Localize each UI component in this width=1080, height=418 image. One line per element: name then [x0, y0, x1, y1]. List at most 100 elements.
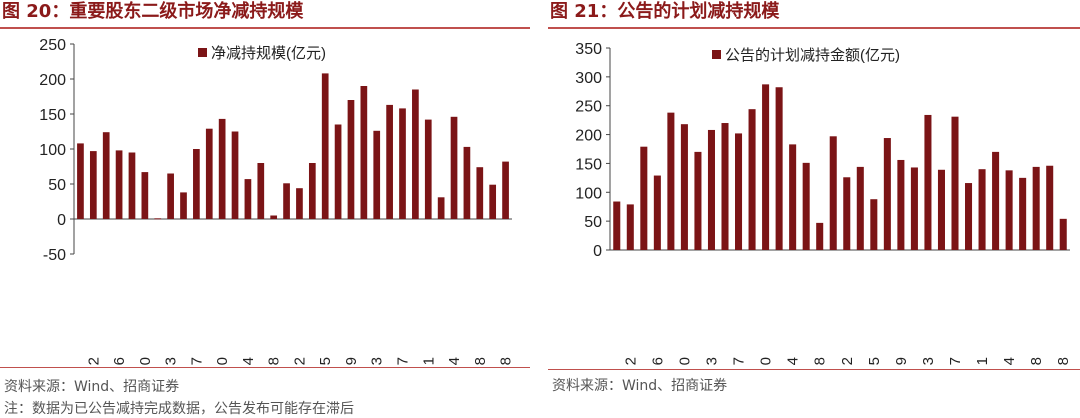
bar — [360, 86, 368, 219]
bar — [1005, 170, 1013, 250]
bar — [437, 197, 445, 219]
bar — [816, 222, 824, 250]
bar — [489, 184, 497, 219]
x-tick-label: 2021-07-02 — [622, 357, 639, 365]
bar — [1019, 177, 1027, 250]
bar — [1046, 165, 1054, 250]
x-tick-label: 2021-07-02 — [85, 357, 102, 365]
y-tick-label: -50 — [43, 247, 66, 264]
x-tick-label: 2021-08-27 — [731, 357, 748, 365]
bar — [115, 150, 123, 219]
x-tick-label: 2021-07-16 — [111, 357, 128, 365]
bar — [789, 144, 797, 250]
bar — [283, 183, 290, 219]
bar — [735, 133, 743, 250]
x-tick-label: 2022-02-18 — [1055, 357, 1072, 365]
bar — [218, 118, 226, 219]
x-tick-label: 2021-07-16 — [649, 357, 666, 365]
source-rule-right — [548, 369, 1080, 370]
legend-swatch — [198, 48, 207, 57]
bar — [992, 151, 1000, 250]
bar — [257, 163, 265, 219]
x-tick-label: 2021-12-31 — [974, 357, 991, 365]
chart-title-left: 图 20：重要股东二级市场净减持规模 — [2, 1, 304, 22]
title-rule-left — [0, 27, 530, 29]
source-right: 资料来源：Wind、招商证券 — [552, 378, 728, 394]
bar — [910, 167, 918, 250]
x-tick-label: 2021-07-30 — [676, 357, 693, 365]
chart-left: -50 0 50 100 150 200 250 2021-07-02 2021-07-16 20… — [39, 37, 515, 365]
x-tick-label: 2021-09-24 — [785, 357, 802, 365]
x-tick-label: 2021-09-10 — [214, 357, 231, 365]
y-tick-label: 300 — [575, 70, 602, 87]
x-tick-label: 2021-11-19 — [893, 357, 910, 365]
bar — [680, 124, 688, 250]
x-tick-label: 2021-08-13 — [163, 357, 180, 365]
x-tick-label: 2021-11-05 — [317, 357, 334, 365]
bar — [748, 109, 756, 250]
x-tick-label: 2021-12-17 — [395, 357, 412, 365]
x-tick-label: 2021-07-30 — [137, 357, 154, 365]
x-tick-label: 2021-10-22 — [291, 357, 308, 365]
bar — [721, 123, 729, 250]
x-tick-label: 2021-12-03 — [369, 357, 386, 365]
bar — [386, 104, 393, 219]
y-tick-label: 50 — [584, 214, 602, 231]
bar — [667, 112, 675, 250]
bar — [412, 89, 419, 219]
y-tick-label: 200 — [575, 128, 602, 145]
y-tick-label: 0 — [593, 243, 602, 260]
bar — [626, 204, 634, 250]
bar — [308, 163, 316, 219]
bar — [937, 169, 945, 250]
legend-label: 公告的计划减持金额(亿元) — [725, 47, 900, 64]
x-tick-label: 2021-10-22 — [839, 357, 856, 365]
bar — [856, 166, 864, 250]
y-tick-label: 0 — [57, 212, 66, 229]
bar — [244, 179, 252, 219]
x-tick-label: 2021-08-13 — [703, 357, 720, 365]
y-tick-label: 200 — [39, 72, 66, 89]
x-tick-label: 2021-09-10 — [758, 357, 775, 365]
x-tick-label: 2021-09-24 — [240, 357, 257, 365]
x-tick-label: 2021-12-17 — [947, 357, 964, 365]
legend-label: 净减持规模(亿元) — [211, 45, 326, 62]
bar — [180, 192, 187, 219]
x-tick-label: 2022-01-14 — [446, 357, 463, 365]
footnote: 注：数据为已公告减持完成数据，公告发布可能存在滞后 — [4, 401, 354, 417]
bar — [193, 149, 200, 219]
bar — [897, 159, 905, 250]
bar — [77, 143, 84, 219]
bar — [154, 218, 162, 220]
title-rule-right — [548, 27, 1080, 29]
x-tick-label: 2021-11-19 — [343, 357, 360, 365]
bar — [205, 128, 213, 219]
bar — [424, 119, 432, 219]
source-rule-left — [0, 367, 530, 368]
x-tick-label: 2022-01-28 — [1028, 357, 1045, 365]
bar — [843, 177, 851, 250]
bar — [399, 108, 406, 219]
bar — [167, 173, 174, 219]
bar — [978, 169, 986, 250]
x-tick-label: 2022-02-18 — [498, 357, 515, 365]
bar — [476, 167, 484, 219]
bar — [347, 100, 355, 219]
source-left: 资料来源：Wind、招商证券 — [4, 379, 180, 395]
bar — [102, 132, 110, 219]
bar — [463, 146, 471, 219]
bar — [89, 151, 97, 219]
bar — [883, 138, 891, 250]
y-tick-label: 250 — [39, 37, 66, 54]
x-tick-label: 2021-10-08 — [812, 357, 829, 365]
bar — [829, 136, 837, 250]
bar — [640, 146, 648, 250]
x-tick-label: 2022-01-14 — [1001, 357, 1018, 365]
bar — [775, 87, 783, 250]
bar — [1032, 166, 1040, 250]
bar — [613, 201, 621, 250]
y-tick-label: 100 — [575, 185, 602, 202]
bar — [707, 129, 715, 250]
bar — [653, 175, 661, 250]
y-tick-label: 150 — [39, 107, 66, 124]
